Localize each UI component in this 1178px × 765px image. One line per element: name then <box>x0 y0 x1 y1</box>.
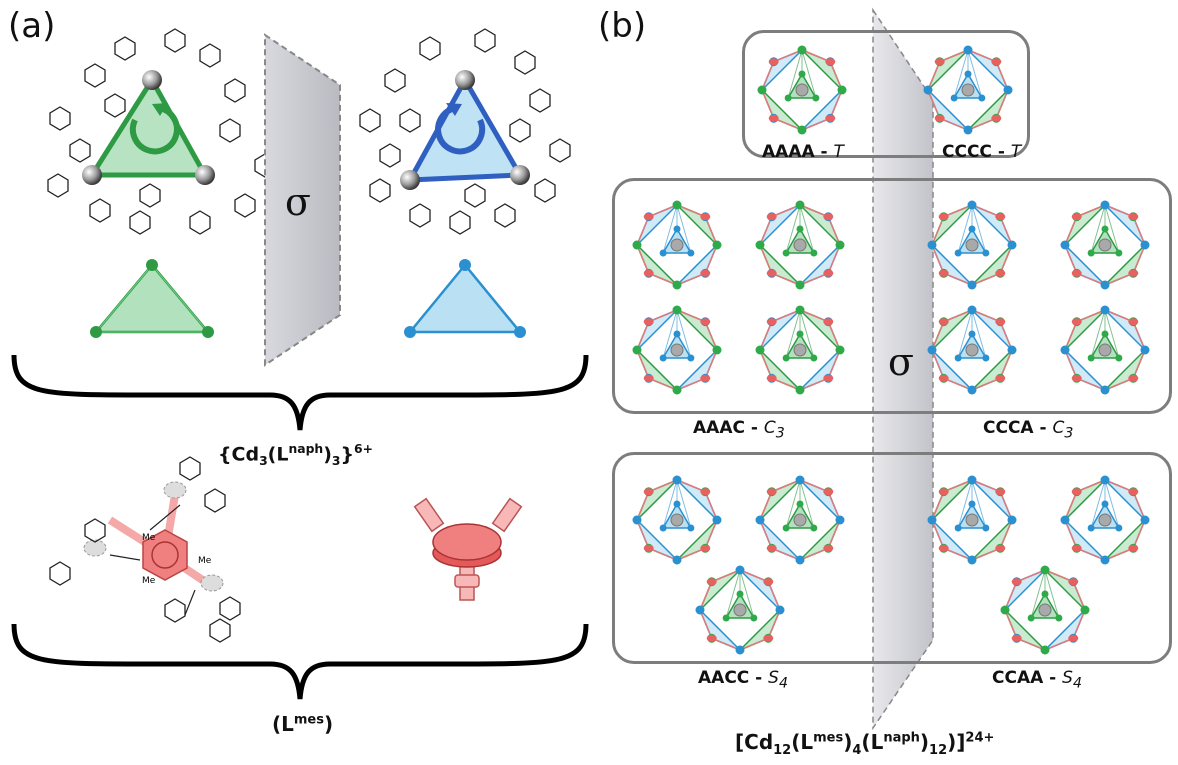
sigma-a: σ <box>285 180 311 224</box>
mirror-plane-b <box>872 7 934 731</box>
formula-cd3: {Cd3(Lnaph)3}6+ <box>218 442 373 469</box>
isomer-label-cccc: CCCC - T <box>942 142 1022 162</box>
brace-top <box>11 354 589 431</box>
cage-aacc-1 <box>632 475 722 565</box>
isomer-label-ccca: CCCA - C3 <box>983 418 1074 442</box>
cage-ccaa-1 <box>927 475 1017 565</box>
mirror-plane-a <box>264 33 341 367</box>
ligand-cartoon-icon <box>413 497 523 601</box>
brace-bottom <box>11 623 589 700</box>
panel-a-label: (a) <box>8 6 56 46</box>
cage-ccca-1 <box>927 200 1017 290</box>
cage-icons <box>632 45 1150 655</box>
cage-cccc <box>923 45 1013 135</box>
methyl-label-2: Me <box>198 556 212 566</box>
formula-cd12: [Cd12(Lmes)4(Lnaph)12)]24+ <box>735 730 995 758</box>
complex-right-blue <box>359 28 571 235</box>
cage-aacc-2 <box>755 475 845 565</box>
group-box-S4 <box>612 452 1172 664</box>
cage-ccaa-3 <box>1000 565 1090 655</box>
green-triangle-icon <box>90 259 214 338</box>
isomer-label-aaaa: AAAA - T <box>762 142 844 162</box>
methyl-label-1: Me <box>142 533 156 543</box>
isomer-label-aaac: AAAC - C3 <box>693 418 785 442</box>
methyl-label-3: Me <box>142 576 156 586</box>
group-box-T <box>742 30 1030 158</box>
blue-triangle-icon <box>404 259 526 338</box>
cage-aaaa <box>757 45 847 135</box>
cage-aaac-2 <box>755 200 845 290</box>
cage-aaac-3 <box>632 305 722 395</box>
sigma-b: σ <box>888 340 914 384</box>
cage-ccaa-2 <box>1060 475 1150 565</box>
cage-aaac-4 <box>755 305 845 395</box>
formula-lmes: (Lmes) <box>272 712 334 736</box>
cage-ccca-4 <box>1060 305 1150 395</box>
isomer-label-ccaa: CCAA - S4 <box>992 668 1082 692</box>
cage-ccca-2 <box>1060 200 1150 290</box>
complex-left-green <box>47 28 276 235</box>
cage-aacc-3 <box>695 565 785 655</box>
mesityl-ligand-structure <box>49 456 241 643</box>
group-box-C3 <box>612 178 1172 414</box>
isomer-label-aacc: AACC - S4 <box>698 668 788 692</box>
panel-b-label: (b) <box>598 6 647 46</box>
cage-aaac-1 <box>632 200 722 290</box>
cage-ccca-3 <box>927 305 1017 395</box>
